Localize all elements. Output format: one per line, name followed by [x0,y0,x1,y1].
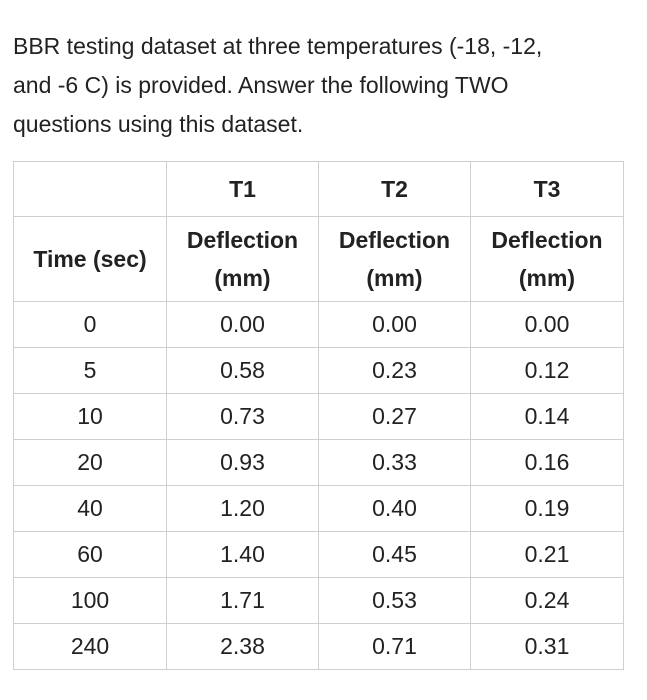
time-cell: 240 [13,623,167,670]
bbr-data-table: T1 T2 T3 Time (sec) Deflection (mm) Defl… [13,161,624,670]
time-cell: 100 [13,577,167,624]
unit-label: (mm) [518,265,576,291]
time-cell: 40 [13,485,167,532]
table-row: 5 0.58 0.23 0.12 [13,347,624,394]
unit-label: (mm) [366,265,423,291]
time-cell: 20 [13,439,167,486]
intro-line-1: BBR testing dataset at three temperature… [13,33,543,59]
t3-deflection-cell: 0.24 [470,577,624,624]
time-cell: 0 [13,301,167,348]
t2-deflection-cell: 0.71 [318,623,471,670]
time-column-header: Time (sec) [13,216,167,302]
time-cell: 5 [13,347,167,394]
deflection-header-t1: Deflection (mm) [166,216,319,302]
t3-deflection-cell: 0.19 [470,485,624,532]
t3-deflection-cell: 0.21 [470,531,624,578]
deflection-header-t2: Deflection (mm) [318,216,471,302]
deflection-label: Deflection [338,227,451,253]
t2-deflection-cell: 0.45 [318,531,471,578]
t3-deflection-cell: 0.16 [470,439,624,486]
t1-deflection-cell: 0.73 [166,393,319,440]
table-header-row-columns: Time (sec) Deflection (mm) Deflection (m… [13,216,624,302]
table-body: 0 0.00 0.00 0.00 5 0.58 0.23 0.12 10 0.7… [13,301,624,670]
table-row: 240 2.38 0.71 0.31 [13,623,624,670]
t3-deflection-cell: 0.00 [470,301,624,348]
table-row: 100 1.71 0.53 0.24 [13,577,624,624]
t1-deflection-cell: 1.20 [166,485,319,532]
deflection-label: Deflection [491,227,603,253]
deflection-label: Deflection [186,227,299,253]
t1-deflection-cell: 0.58 [166,347,319,394]
t1-deflection-cell: 1.40 [166,531,319,578]
table-row: 20 0.93 0.33 0.16 [13,439,624,486]
t2-deflection-cell: 0.53 [318,577,471,624]
table-row: 60 1.40 0.45 0.21 [13,531,624,578]
t1-deflection-cell: 1.71 [166,577,319,624]
t2-deflection-cell: 0.23 [318,347,471,394]
t2-deflection-cell: 0.40 [318,485,471,532]
unit-label: (mm) [214,265,271,291]
time-cell: 10 [13,393,167,440]
t3-deflection-cell: 0.31 [470,623,624,670]
intro-line-3: questions using this dataset. [13,111,304,137]
deflection-header-t3: Deflection (mm) [470,216,624,302]
table-row: 40 1.20 0.40 0.19 [13,485,624,532]
t3-deflection-cell: 0.14 [470,393,624,440]
table-row: 10 0.73 0.27 0.14 [13,393,624,440]
empty-corner-cell [13,161,167,217]
t2-deflection-cell: 0.00 [318,301,471,348]
intro-line-2: and -6 C) is provided. Answer the follow… [13,72,509,98]
intro-paragraph: BBR testing dataset at three temperature… [13,27,633,144]
group-header-t3: T3 [470,161,624,217]
t1-deflection-cell: 2.38 [166,623,319,670]
t2-deflection-cell: 0.27 [318,393,471,440]
time-cell: 60 [13,531,167,578]
table-row: 0 0.00 0.00 0.00 [13,301,624,348]
t2-deflection-cell: 0.33 [318,439,471,486]
group-header-t2: T2 [318,161,471,217]
t1-deflection-cell: 0.93 [166,439,319,486]
table-header-row-groups: T1 T2 T3 [13,161,624,217]
t1-deflection-cell: 0.00 [166,301,319,348]
t3-deflection-cell: 0.12 [470,347,624,394]
group-header-t1: T1 [166,161,319,217]
